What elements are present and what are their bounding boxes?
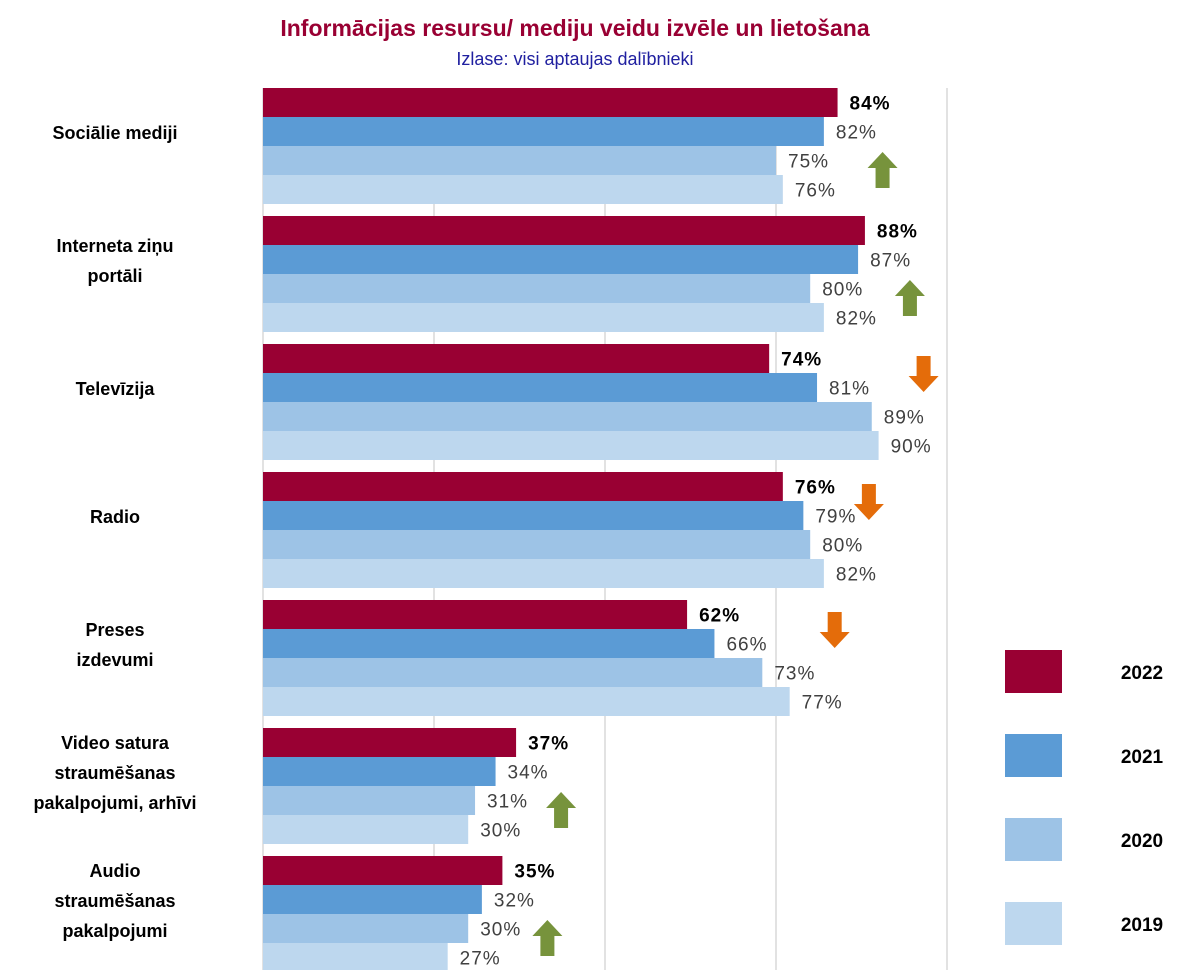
- value-label: 30%: [480, 821, 521, 842]
- value-label: 90%: [891, 437, 932, 458]
- trend-arrow: [532, 920, 563, 956]
- bar: [263, 530, 811, 559]
- bar: [263, 344, 770, 373]
- value-label: 76%: [795, 181, 836, 202]
- trend-arrow: [908, 356, 939, 392]
- trend-arrow: [819, 612, 850, 648]
- legend-label: 2020: [1121, 831, 1163, 852]
- legend-label: 2019: [1121, 915, 1163, 936]
- chart-subtitle: Izlase: visi aptaujas dalībnieki: [456, 49, 693, 69]
- bar: [263, 117, 824, 146]
- bar: [263, 501, 804, 530]
- bar: [263, 303, 824, 332]
- value-label: 37%: [528, 734, 569, 755]
- value-label: 34%: [508, 763, 549, 784]
- bar: [263, 885, 482, 914]
- bar: [263, 856, 503, 885]
- bar: [263, 687, 790, 716]
- legend-swatch: [1005, 734, 1062, 777]
- category-label: Preses izdevumi: [76, 620, 154, 670]
- legend-swatch: [1005, 902, 1062, 945]
- trend-arrow: [867, 152, 898, 188]
- value-label: 73%: [774, 664, 815, 685]
- bar: [263, 914, 469, 943]
- legend-swatch: [1005, 650, 1062, 693]
- value-label: 62%: [699, 606, 740, 627]
- value-label: 32%: [494, 891, 535, 912]
- value-label: 35%: [514, 862, 555, 883]
- chart-title: Informācijas resursu/ mediju veidu izvēl…: [280, 15, 869, 41]
- bar: [263, 757, 496, 786]
- trend-arrow: [853, 484, 884, 520]
- category-label: Radio: [89, 507, 140, 527]
- value-label: 87%: [870, 251, 911, 272]
- category-label: Sociālie mediji: [52, 123, 178, 143]
- trend-arrow: [546, 792, 577, 828]
- legend-swatch: [1005, 818, 1062, 861]
- category-label: Televīzija: [75, 379, 155, 399]
- category-label: Video satura straumēšanas pakalpojumi, a…: [33, 733, 197, 813]
- bar: [263, 245, 859, 274]
- category-label: Audio straumēšanas pakalpojumi: [54, 861, 176, 941]
- value-label: 66%: [726, 635, 767, 656]
- value-label: 77%: [802, 693, 843, 714]
- bar: [263, 943, 448, 970]
- value-label: 31%: [487, 792, 528, 813]
- bar: [263, 216, 865, 245]
- bar: [263, 600, 688, 629]
- bar: [263, 175, 783, 204]
- category-label: Interneta ziņu portāli: [56, 236, 174, 286]
- bar: [263, 88, 838, 117]
- value-label: 75%: [788, 152, 829, 173]
- bar: [263, 559, 824, 588]
- value-label: 81%: [829, 379, 870, 400]
- value-label: 82%: [836, 565, 877, 586]
- bar: [263, 431, 879, 460]
- bar: [263, 815, 469, 844]
- value-label: 82%: [836, 123, 877, 144]
- bar: [263, 146, 776, 175]
- trend-arrow: [894, 280, 925, 316]
- bar: [263, 658, 763, 687]
- legend-label: 2021: [1121, 747, 1164, 768]
- value-label: 80%: [822, 536, 863, 557]
- value-label: 88%: [877, 222, 918, 243]
- value-label: 80%: [822, 280, 863, 301]
- bar: [263, 728, 517, 757]
- value-label: 30%: [480, 920, 521, 941]
- bar: [263, 629, 715, 658]
- bar: [263, 472, 783, 501]
- value-label: 89%: [884, 408, 925, 429]
- value-label: 74%: [781, 350, 822, 371]
- value-label: 76%: [795, 478, 836, 499]
- legend-label: 2022: [1121, 663, 1163, 684]
- value-label: 84%: [850, 94, 891, 115]
- bar: [263, 274, 811, 303]
- value-label: 82%: [836, 309, 877, 330]
- value-label: 79%: [815, 507, 856, 528]
- bar: [263, 786, 476, 815]
- bar: [263, 373, 818, 402]
- value-label: 27%: [460, 949, 501, 970]
- bar: [263, 402, 872, 431]
